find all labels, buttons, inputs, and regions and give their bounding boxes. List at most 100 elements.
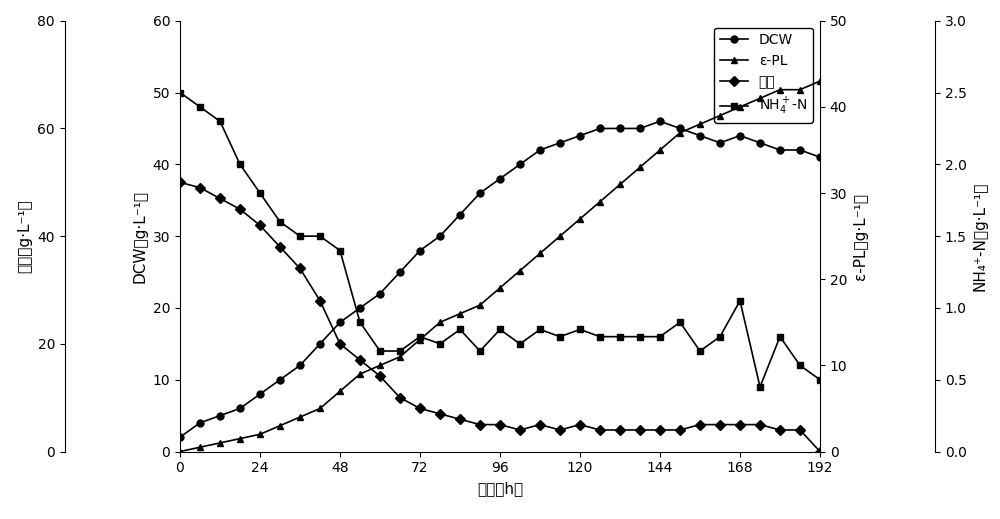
NH₄⁺-N [794, 362, 806, 368]
NH₄⁺-N [414, 334, 426, 340]
DCW [434, 233, 446, 239]
ε-PL [594, 199, 606, 205]
DCW [654, 118, 666, 125]
Y-axis label: 甘油（g·L⁻¹）: 甘油（g·L⁻¹） [17, 199, 32, 273]
甘油 [654, 427, 666, 433]
NH₄⁺-N [734, 298, 746, 304]
甘油 [394, 394, 406, 401]
NH₄⁺-N [694, 348, 706, 354]
DCW [694, 132, 706, 139]
DCW [714, 140, 726, 146]
ε-PL [174, 448, 186, 455]
Y-axis label: ε-PL（g·L⁻¹）: ε-PL（g·L⁻¹） [853, 193, 868, 280]
ε-PL [574, 216, 586, 222]
DCW [574, 132, 586, 139]
甘油 [514, 427, 526, 433]
DCW [274, 377, 286, 383]
DCW [554, 140, 566, 146]
ε-PL [194, 444, 206, 450]
甘油 [794, 427, 806, 433]
ε-PL [694, 121, 706, 127]
甘油 [274, 244, 286, 250]
甘油 [534, 421, 546, 428]
ε-PL [754, 95, 766, 101]
DCW [514, 161, 526, 168]
NH₄⁺-N [334, 248, 346, 254]
甘油 [194, 185, 206, 191]
ε-PL [214, 440, 226, 446]
Line: NH₄⁺-N: NH₄⁺-N [177, 89, 823, 390]
NH₄⁺-N [774, 334, 786, 340]
甘油 [634, 427, 646, 433]
甘油 [254, 222, 266, 228]
DCW [754, 140, 766, 146]
NH₄⁺-N [514, 341, 526, 347]
DCW [674, 125, 686, 131]
NH₄⁺-N [294, 233, 306, 239]
NH₄⁺-N [594, 334, 606, 340]
NH₄⁺-N [534, 326, 546, 333]
甘油 [314, 298, 326, 304]
甘油 [754, 421, 766, 428]
甘油 [434, 411, 446, 417]
NH₄⁺-N [454, 326, 466, 333]
DCW [194, 420, 206, 426]
NH₄⁺-N [574, 326, 586, 333]
ε-PL [774, 87, 786, 93]
Line: ε-PL: ε-PL [177, 78, 823, 455]
NH₄⁺-N [194, 104, 206, 110]
甘油 [574, 421, 586, 428]
DCW [794, 147, 806, 153]
甘油 [234, 206, 246, 212]
ε-PL [454, 310, 466, 317]
ε-PL [814, 78, 826, 84]
NH₄⁺-N [494, 326, 506, 333]
DCW [374, 291, 386, 297]
ε-PL [394, 353, 406, 360]
ε-PL [714, 113, 726, 119]
ε-PL [534, 250, 546, 256]
甘油 [294, 265, 306, 271]
ε-PL [614, 181, 626, 187]
ε-PL [654, 147, 666, 153]
甘油 [594, 427, 606, 433]
DCW [594, 125, 606, 131]
DCW [734, 132, 746, 139]
DCW [214, 413, 226, 419]
NH₄⁺-N [754, 384, 766, 390]
NH₄⁺-N [814, 377, 826, 383]
甘油 [614, 427, 626, 433]
甘油 [214, 195, 226, 201]
甘油 [174, 179, 186, 185]
ε-PL [474, 302, 486, 308]
Y-axis label: DCW（g·L⁻¹）: DCW（g·L⁻¹） [132, 189, 147, 283]
DCW [294, 362, 306, 368]
DCW [634, 125, 646, 131]
DCW [414, 248, 426, 254]
ε-PL [514, 267, 526, 274]
Line: 甘油: 甘油 [177, 179, 823, 455]
NH₄⁺-N [374, 348, 386, 354]
ε-PL [634, 164, 646, 170]
NH₄⁺-N [394, 348, 406, 354]
Legend: DCW, ε-PL, 甘油, NH$_4^+$-N: DCW, ε-PL, 甘油, NH$_4^+$-N [714, 28, 813, 123]
DCW [614, 125, 626, 131]
甘油 [814, 448, 826, 455]
ε-PL [414, 336, 426, 343]
DCW [254, 391, 266, 397]
ε-PL [334, 388, 346, 394]
DCW [534, 147, 546, 153]
甘油 [694, 421, 706, 428]
DCW [334, 319, 346, 325]
甘油 [674, 427, 686, 433]
甘油 [474, 421, 486, 428]
ε-PL [254, 431, 266, 438]
ε-PL [494, 285, 506, 291]
NH₄⁺-N [174, 89, 186, 95]
甘油 [714, 421, 726, 428]
X-axis label: 时间（h）: 时间（h） [477, 481, 523, 496]
DCW [174, 434, 186, 440]
DCW [494, 175, 506, 182]
DCW [814, 154, 826, 160]
Y-axis label: NH₄⁺-N（g·L⁻¹）: NH₄⁺-N（g·L⁻¹） [972, 182, 987, 291]
